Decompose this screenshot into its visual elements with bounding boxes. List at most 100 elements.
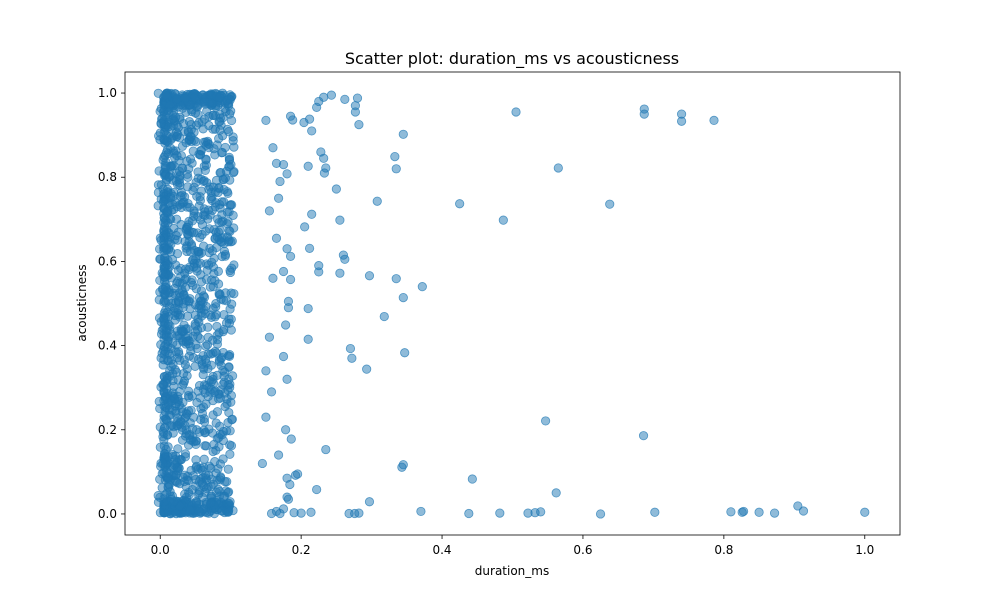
scatter-point — [304, 243, 315, 253]
scatter-point — [391, 164, 401, 174]
scatter-point — [288, 115, 298, 125]
scatter-point — [352, 93, 363, 103]
scatter-point — [364, 497, 375, 507]
scatter-point — [306, 507, 316, 517]
scatter-point — [155, 403, 165, 414]
scatter-point — [172, 326, 183, 336]
scatter-point — [676, 116, 687, 126]
scatter-point — [211, 227, 221, 237]
x-tick-label: 0.2 — [292, 543, 311, 557]
scatter-point — [709, 115, 719, 126]
scatter-point — [225, 449, 235, 459]
scatter-point — [166, 343, 176, 354]
scatter-point — [198, 176, 208, 187]
scatter-point — [181, 138, 191, 148]
x-tick-label: 0.6 — [573, 543, 592, 557]
scatter-point — [191, 498, 201, 508]
scatter-point — [283, 303, 294, 313]
scatter-point — [264, 332, 275, 342]
scatter-point — [196, 277, 207, 287]
x-tick-label: 0.4 — [432, 543, 451, 557]
scatter-point — [278, 266, 289, 277]
scatter-point — [158, 379, 168, 390]
scatter-point — [206, 474, 217, 484]
scatter-point — [160, 448, 170, 459]
scatter-point — [511, 107, 521, 117]
scatter-point — [398, 293, 408, 303]
scatter-point — [204, 424, 214, 434]
scatter-point — [210, 276, 220, 286]
scatter-point — [156, 103, 166, 114]
scatter-point — [199, 454, 209, 464]
scatter-point — [793, 501, 803, 511]
scatter-point — [196, 145, 206, 156]
plot-frame — [124, 71, 901, 536]
scatter-point — [226, 390, 236, 401]
scatter-point — [155, 442, 165, 452]
scatter-point — [210, 346, 220, 357]
scatter-point — [153, 180, 164, 190]
scatter-point — [283, 494, 294, 504]
scatter-point — [163, 398, 173, 408]
scatter-point — [207, 98, 217, 108]
scatter-point — [227, 115, 237, 126]
scatter-point — [397, 462, 407, 472]
scatter-point — [167, 369, 178, 379]
scatter-point — [199, 417, 210, 427]
scatter-point — [166, 247, 176, 257]
scatter-point — [154, 166, 164, 176]
scatter-point — [153, 88, 163, 98]
scatter-point — [285, 274, 296, 285]
scatter-point — [278, 351, 289, 362]
scatter-point — [221, 318, 232, 328]
scatter-point — [362, 364, 372, 374]
scatter-point — [194, 118, 204, 128]
chart-title: Scatter plot: duration_ms vs acousticnes… — [345, 49, 679, 69]
scatter-point — [158, 284, 169, 294]
scatter-point — [178, 119, 189, 129]
scatter-point — [282, 374, 292, 384]
scatter-point — [340, 94, 350, 104]
y-axis-label: acousticness — [75, 264, 89, 341]
scatter-point — [215, 116, 225, 127]
scatter-point — [307, 126, 317, 136]
scatter-point — [290, 470, 301, 480]
y-tick-label: 1.0 — [98, 86, 117, 100]
y-tick-label: 0.0 — [98, 507, 117, 521]
scatter-point — [275, 508, 285, 519]
scatter-point — [261, 412, 271, 422]
scatter-point — [364, 271, 375, 281]
x-tick-label: 0.0 — [151, 543, 170, 557]
scatter-point — [219, 310, 229, 320]
scatter-point — [314, 267, 324, 277]
scatter-point — [218, 492, 229, 502]
scatter-point — [214, 218, 224, 228]
scatter-point — [221, 296, 231, 306]
scatter-point — [215, 125, 225, 135]
scatter-point — [187, 255, 198, 265]
scatter-point — [184, 296, 194, 306]
scatter-point — [211, 302, 221, 312]
scatter-point — [595, 509, 606, 519]
scatter-point — [211, 487, 222, 497]
scatter-point — [281, 425, 291, 435]
scatter-point — [186, 120, 196, 130]
scatter-point — [390, 152, 400, 162]
scatter-point — [639, 109, 649, 119]
scatter-point — [208, 110, 218, 120]
scatter-point — [345, 343, 356, 354]
scatter-point — [228, 136, 238, 146]
x-tick-label: 1.0 — [855, 543, 874, 557]
scatter-point — [224, 154, 235, 164]
scatter-point — [307, 209, 317, 219]
scatter-point — [194, 506, 204, 516]
scatter-point — [303, 334, 313, 344]
scatter-point — [197, 408, 207, 419]
scatter-point — [178, 163, 188, 173]
scatter-point — [155, 135, 165, 145]
scatter-point — [271, 233, 282, 243]
scatter-point — [350, 101, 360, 111]
scatter-point — [268, 143, 278, 153]
scatter-point — [172, 353, 182, 363]
scatter-point — [182, 364, 192, 374]
